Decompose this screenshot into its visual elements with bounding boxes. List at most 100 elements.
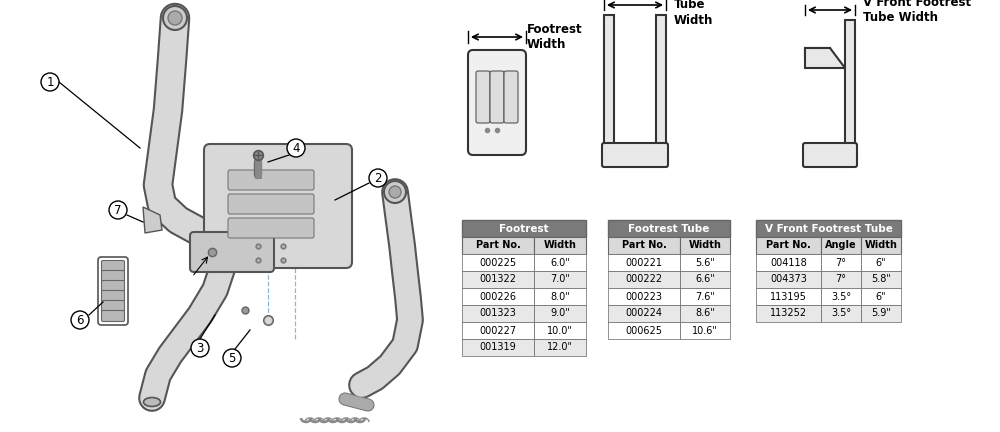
Text: 000225: 000225 xyxy=(479,257,517,267)
Text: 113252: 113252 xyxy=(770,308,807,318)
FancyBboxPatch shape xyxy=(821,288,861,305)
FancyBboxPatch shape xyxy=(845,20,855,165)
FancyBboxPatch shape xyxy=(190,232,274,272)
Text: 3.5°: 3.5° xyxy=(831,308,851,318)
Text: 000223: 000223 xyxy=(626,292,662,302)
FancyBboxPatch shape xyxy=(861,271,901,288)
FancyBboxPatch shape xyxy=(608,220,730,237)
Text: Footrest
Width: Footrest Width xyxy=(527,23,583,51)
Text: Part No.: Part No. xyxy=(622,241,666,251)
Text: Width: Width xyxy=(689,241,721,251)
FancyBboxPatch shape xyxy=(468,50,526,155)
FancyBboxPatch shape xyxy=(534,288,586,305)
Ellipse shape xyxy=(144,397,160,407)
FancyBboxPatch shape xyxy=(821,237,861,254)
Polygon shape xyxy=(805,48,845,68)
FancyBboxPatch shape xyxy=(102,301,124,311)
FancyBboxPatch shape xyxy=(680,271,730,288)
Text: 6.6": 6.6" xyxy=(695,274,715,285)
FancyBboxPatch shape xyxy=(680,237,730,254)
FancyBboxPatch shape xyxy=(534,322,586,339)
Text: Width: Width xyxy=(544,241,576,251)
FancyBboxPatch shape xyxy=(756,254,821,271)
FancyBboxPatch shape xyxy=(861,237,901,254)
FancyBboxPatch shape xyxy=(462,237,534,254)
Text: 3: 3 xyxy=(196,342,204,355)
Circle shape xyxy=(223,349,241,367)
Text: 6": 6" xyxy=(876,257,886,267)
Text: 000221: 000221 xyxy=(626,257,662,267)
FancyBboxPatch shape xyxy=(102,290,124,302)
FancyBboxPatch shape xyxy=(861,305,901,322)
Text: Part No.: Part No. xyxy=(766,241,811,251)
Text: 9.0": 9.0" xyxy=(550,308,570,318)
Circle shape xyxy=(163,6,187,30)
FancyBboxPatch shape xyxy=(462,322,534,339)
FancyBboxPatch shape xyxy=(228,170,314,190)
Text: 6.0": 6.0" xyxy=(550,257,570,267)
Text: 004118: 004118 xyxy=(770,257,807,267)
Text: V Front Footrest
Tube Width: V Front Footrest Tube Width xyxy=(863,0,971,24)
Text: 8.6": 8.6" xyxy=(695,308,715,318)
FancyBboxPatch shape xyxy=(534,271,586,288)
FancyBboxPatch shape xyxy=(680,254,730,271)
Circle shape xyxy=(168,11,182,25)
FancyBboxPatch shape xyxy=(602,143,668,167)
Text: V Front Footrest Tube: V Front Footrest Tube xyxy=(765,223,892,234)
Text: 7°: 7° xyxy=(836,257,846,267)
Circle shape xyxy=(41,73,59,91)
Text: Footrest
Tube
Width: Footrest Tube Width xyxy=(674,0,730,26)
FancyBboxPatch shape xyxy=(756,305,821,322)
Text: 000625: 000625 xyxy=(626,325,662,336)
Text: Footrest Tube: Footrest Tube xyxy=(628,223,710,234)
FancyBboxPatch shape xyxy=(604,15,614,165)
FancyBboxPatch shape xyxy=(534,237,586,254)
Text: 5.8": 5.8" xyxy=(871,274,891,285)
FancyBboxPatch shape xyxy=(228,194,314,214)
FancyBboxPatch shape xyxy=(756,220,901,237)
Text: 2: 2 xyxy=(374,172,382,184)
FancyBboxPatch shape xyxy=(608,288,680,305)
Text: 000224: 000224 xyxy=(626,308,662,318)
FancyBboxPatch shape xyxy=(656,15,666,165)
FancyBboxPatch shape xyxy=(462,220,586,237)
FancyBboxPatch shape xyxy=(534,305,586,322)
FancyBboxPatch shape xyxy=(462,271,534,288)
FancyBboxPatch shape xyxy=(608,305,680,322)
FancyBboxPatch shape xyxy=(476,71,490,123)
Circle shape xyxy=(109,201,127,219)
Text: Width: Width xyxy=(865,241,897,251)
Circle shape xyxy=(369,169,387,187)
FancyBboxPatch shape xyxy=(821,271,861,288)
Text: 000226: 000226 xyxy=(480,292,516,302)
FancyBboxPatch shape xyxy=(608,237,680,254)
FancyBboxPatch shape xyxy=(462,254,534,271)
Circle shape xyxy=(71,311,89,329)
Text: 4: 4 xyxy=(292,142,300,155)
Text: 10.0": 10.0" xyxy=(547,325,573,336)
Text: 6: 6 xyxy=(76,314,84,327)
FancyBboxPatch shape xyxy=(608,271,680,288)
FancyBboxPatch shape xyxy=(756,237,821,254)
FancyBboxPatch shape xyxy=(462,339,534,356)
FancyBboxPatch shape xyxy=(102,270,124,282)
Text: Footrest: Footrest xyxy=(499,223,549,234)
FancyBboxPatch shape xyxy=(608,322,680,339)
FancyBboxPatch shape xyxy=(756,271,821,288)
FancyBboxPatch shape xyxy=(102,280,124,292)
Text: 000227: 000227 xyxy=(479,325,517,336)
Text: Angle: Angle xyxy=(825,241,857,251)
FancyBboxPatch shape xyxy=(680,305,730,322)
Text: 001319: 001319 xyxy=(480,343,516,353)
FancyBboxPatch shape xyxy=(534,254,586,271)
FancyBboxPatch shape xyxy=(803,143,857,167)
FancyBboxPatch shape xyxy=(680,322,730,339)
Circle shape xyxy=(389,186,401,198)
Text: 12.0": 12.0" xyxy=(547,343,573,353)
FancyBboxPatch shape xyxy=(608,254,680,271)
FancyBboxPatch shape xyxy=(462,305,534,322)
FancyBboxPatch shape xyxy=(805,48,830,58)
FancyBboxPatch shape xyxy=(204,144,352,268)
Polygon shape xyxy=(143,207,162,233)
Text: 001322: 001322 xyxy=(480,274,516,285)
